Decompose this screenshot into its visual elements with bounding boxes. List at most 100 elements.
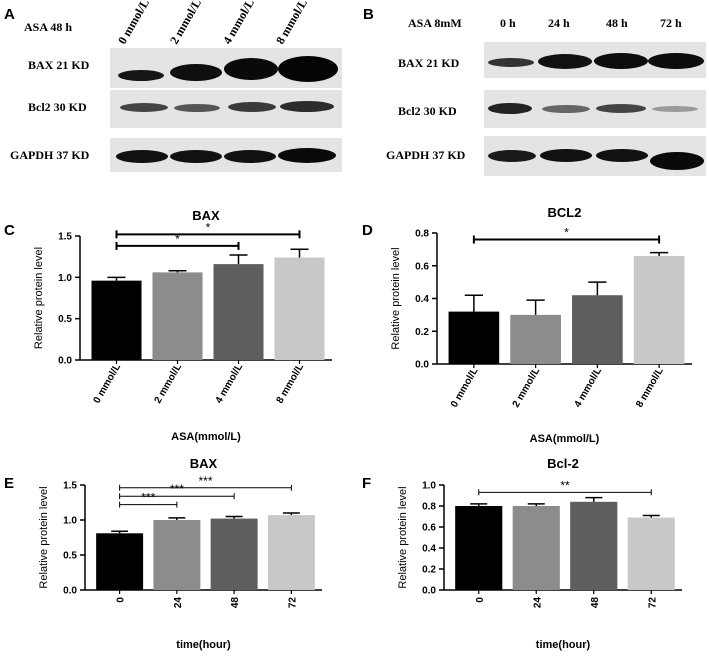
bar [633, 255, 685, 364]
x-tick-label: 4 mmol/L [572, 366, 603, 410]
panel-letter-e: E [4, 475, 15, 492]
x-tick-label: 2 mmol/L [511, 366, 542, 410]
y-axis-label: Relative protein level [390, 247, 402, 349]
blot-b-row-label: Bcl2 30 KD [398, 104, 457, 118]
significance-label: *** [198, 474, 212, 488]
bar [448, 311, 500, 364]
x-axis-label: ASA(mmol/L) [530, 433, 600, 445]
y-tick-label: 0.6 [422, 523, 436, 534]
blot-band [596, 149, 648, 162]
panel-letter-d: D [362, 222, 373, 239]
blot-a-gapdh-strip [110, 138, 342, 172]
blot-b-lane-label: 0 h [500, 16, 516, 30]
x-tick-label: 48 [230, 597, 241, 609]
bar [512, 506, 560, 590]
significance-label: * [175, 232, 180, 246]
blot-band [118, 70, 164, 81]
bar [213, 264, 264, 360]
blot-band [170, 64, 222, 81]
bar [274, 257, 325, 360]
y-tick-label: 0.8 [422, 502, 436, 513]
y-tick-label: 1.0 [58, 273, 72, 284]
blot-a-bax-strip [110, 48, 342, 88]
bar [152, 272, 203, 360]
blot-a-row-label: GAPDH 37 KD [10, 148, 90, 162]
blot-band [228, 102, 276, 112]
blot-band [596, 104, 646, 113]
bar [210, 518, 258, 590]
blot-b-bax-strip [484, 42, 706, 78]
x-tick-label: 24 [173, 597, 184, 609]
chart-title: BAX [192, 208, 220, 223]
significance-label: *** [141, 491, 155, 505]
blot-band [538, 54, 592, 69]
y-tick-label: 0.2 [422, 565, 436, 576]
blot-b-gapdh-strip [484, 136, 706, 176]
blot-a-row-label: Bcl2 30 KD [28, 100, 87, 114]
blot-band [278, 148, 336, 163]
x-tick-label: 8 mmol/L [634, 366, 665, 410]
blot-band [488, 103, 532, 114]
x-axis-label: time(hour) [176, 639, 231, 651]
blot-band [280, 101, 334, 112]
panel-letter-b: B [363, 6, 374, 23]
blot-a-row-label: BAX 21 KD [28, 58, 90, 72]
chart-title: BAX [190, 456, 218, 471]
x-tick-label: 72 [287, 597, 298, 609]
y-tick-label: 1.0 [63, 516, 77, 527]
blot-b-bcl2-strip [484, 90, 706, 128]
bar [96, 533, 144, 590]
x-tick-label: 4 mmol/L [214, 362, 245, 406]
bar [455, 506, 503, 590]
blot-a-bcl2-strip [110, 90, 342, 128]
significance-label: * [206, 220, 211, 234]
bar [267, 515, 315, 590]
y-tick-label: 1.5 [63, 481, 77, 492]
bar [572, 295, 623, 364]
y-tick-label: 0.0 [422, 586, 436, 597]
blot-band [488, 58, 534, 67]
y-tick-label: 0.0 [415, 360, 429, 371]
y-tick-label: 0.8 [415, 229, 429, 240]
y-tick-label: 0.0 [58, 356, 72, 367]
x-tick-label: 0 mmol/L [92, 362, 123, 406]
blot-b-lane-label: 72 h [660, 16, 682, 30]
blot-band [542, 105, 590, 113]
x-tick-label: 0 mmol/L [449, 366, 480, 410]
x-tick-label: 0 [116, 597, 127, 603]
blot-a-condition: ASA 48 h [24, 20, 73, 34]
y-axis-label: Relative protein level [33, 247, 45, 349]
panel-letter-f: F [362, 475, 372, 492]
bar [91, 280, 142, 360]
x-tick-label: 48 [590, 597, 601, 609]
panel-letter-a: A [4, 6, 15, 23]
y-axis-label: Relative protein level [397, 486, 409, 588]
x-tick-label: 0 [475, 597, 486, 603]
blot-band [648, 53, 704, 69]
blot-band [170, 150, 222, 163]
x-axis-label: time(hour) [536, 639, 591, 651]
blot-band [116, 150, 168, 163]
x-tick-label: 24 [532, 597, 543, 609]
y-tick-label: 0.4 [415, 294, 429, 305]
blot-band [650, 152, 704, 170]
y-tick-label: 1.0 [422, 481, 436, 492]
chart-title: Bcl-2 [547, 456, 579, 471]
y-tick-label: 0.2 [415, 327, 429, 338]
significance-label: ** [560, 478, 570, 492]
blot-band [540, 149, 592, 162]
blot-b-row-label: GAPDH 37 KD [386, 148, 466, 162]
y-tick-label: 0.6 [415, 261, 429, 272]
blot-band [174, 104, 220, 112]
bar [153, 520, 201, 590]
blot-band [278, 56, 338, 82]
chart-title: BCL2 [548, 205, 582, 220]
y-tick-label: 1.5 [58, 232, 72, 243]
y-tick-label: 0.5 [63, 551, 77, 562]
blot-band [120, 103, 168, 112]
bar [510, 314, 561, 364]
x-tick-label: 72 [647, 597, 658, 609]
blot-b-lane-label: 24 h [548, 16, 570, 30]
blot-band [488, 150, 536, 162]
